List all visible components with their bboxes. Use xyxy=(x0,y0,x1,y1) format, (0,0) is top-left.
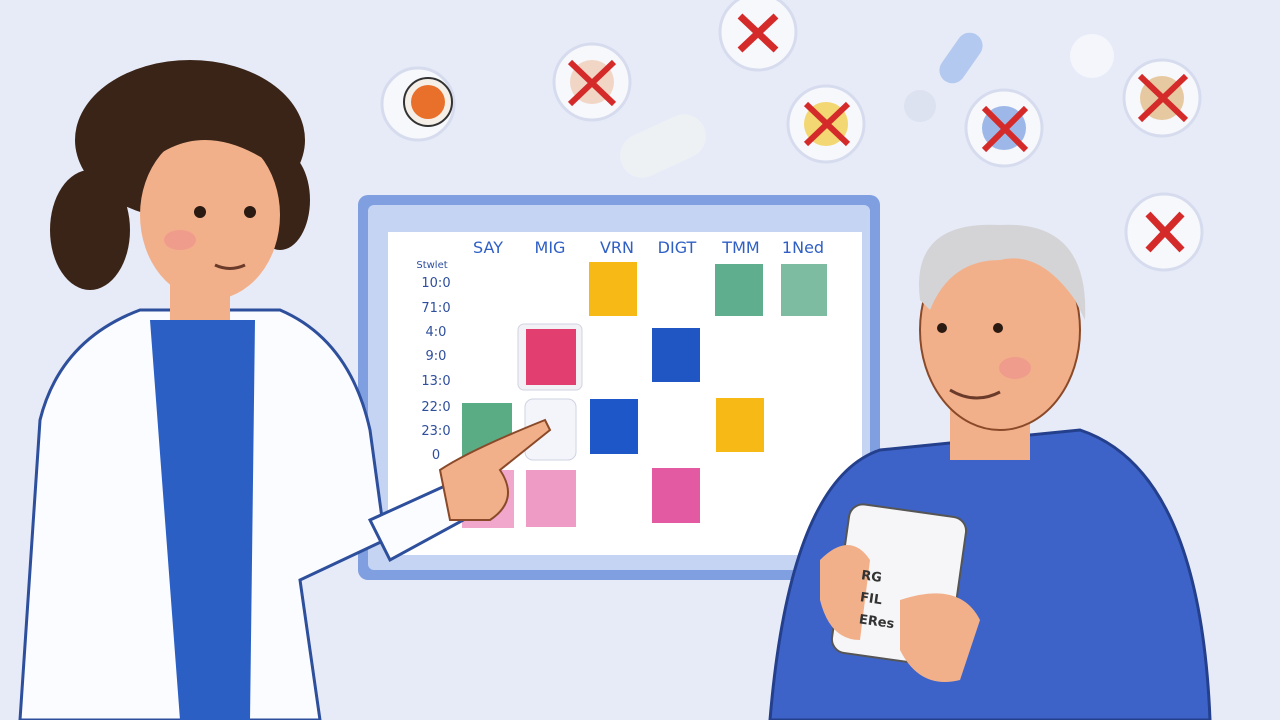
row-header: Stwlet xyxy=(416,260,447,271)
time-label: 13:0 xyxy=(421,374,450,389)
column-header: DIGT xyxy=(658,238,697,257)
column-header: VRN xyxy=(600,238,634,257)
pill-box-label: RG FIL ERes xyxy=(858,568,895,632)
doctor xyxy=(18,60,552,720)
patient xyxy=(768,224,1212,720)
column-header: TMM xyxy=(721,238,759,257)
pill-box-text: RG xyxy=(860,568,883,586)
column-header: SAY xyxy=(473,238,503,257)
time-label: 0 xyxy=(432,448,440,463)
time-label: 23:0 xyxy=(421,424,450,439)
time-label: 10:0 xyxy=(421,276,450,291)
column-header: 1Ned xyxy=(782,238,824,257)
time-label: 22:0 xyxy=(421,400,450,415)
pill-box-text: ERes xyxy=(858,612,895,632)
pill-box-text: FIL xyxy=(859,590,883,608)
time-label: 9:0 xyxy=(426,349,447,364)
column-header: MIG xyxy=(535,238,566,257)
column-headers: SAY MIG VRN DIGT TMM 1Ned xyxy=(473,238,824,257)
time-label: 4:0 xyxy=(426,325,447,340)
time-label: 71:0 xyxy=(421,301,450,316)
time-labels: Stwlet 10:0 71:0 4:0 9:0 13:0 22:0 23:0 0 xyxy=(416,260,450,463)
pill-icons xyxy=(380,0,1204,272)
